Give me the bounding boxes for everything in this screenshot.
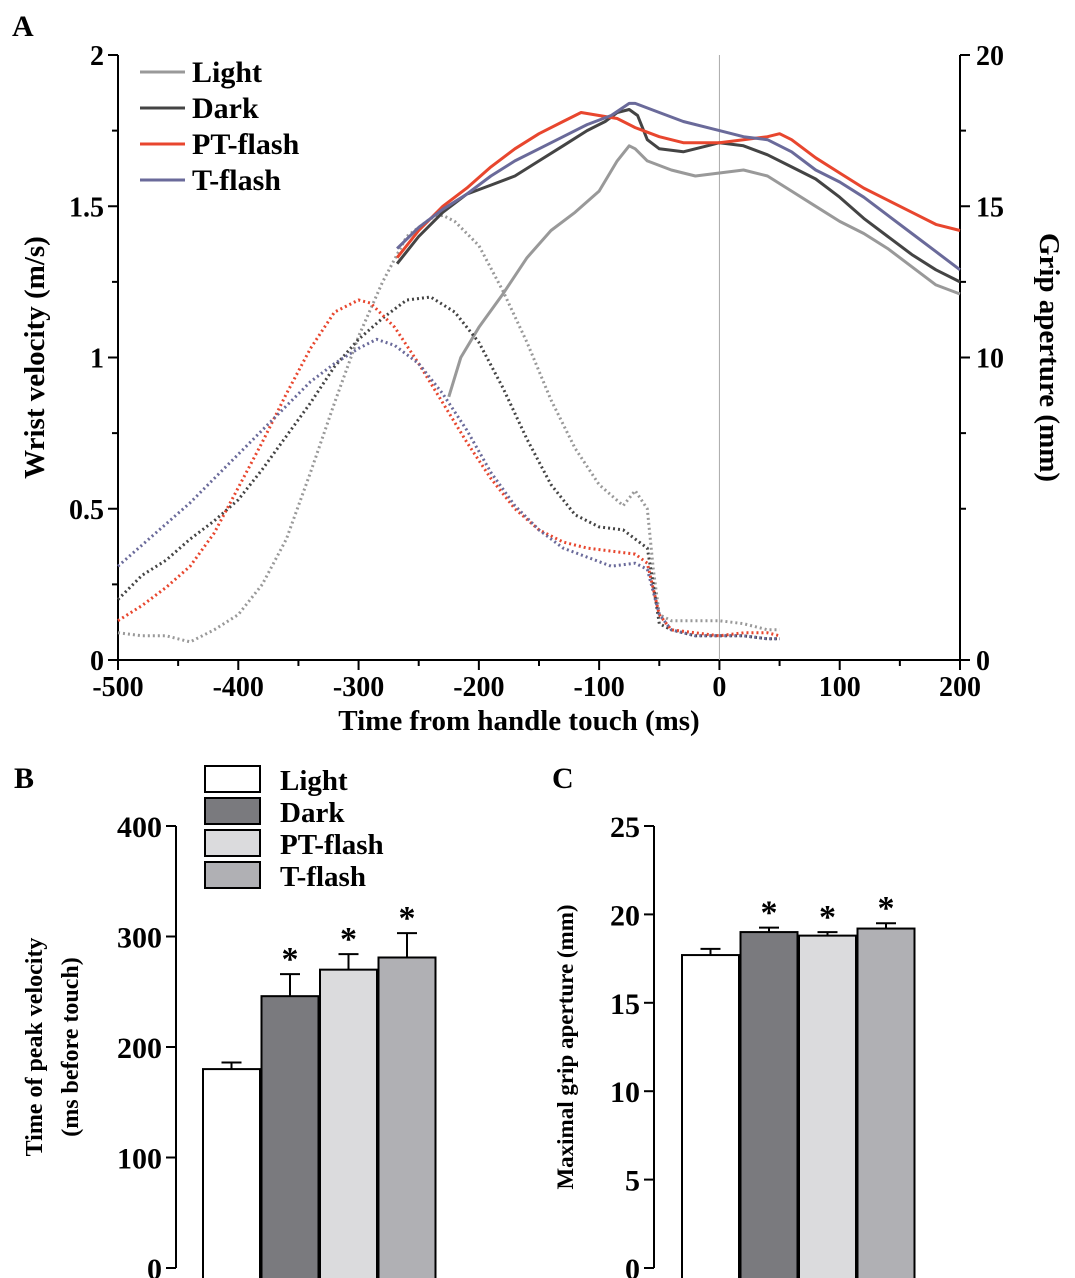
legend-label: Light <box>192 56 262 89</box>
y-tick-label: 5 <box>625 1165 640 1198</box>
right-y-axis-label: Grip aperture (mm) <box>1033 233 1065 482</box>
right-y-tick-label: 10 <box>976 344 1004 375</box>
bar-light <box>202 1068 261 1278</box>
y-axis-label-line2: (ms before touch) <box>58 957 84 1137</box>
y-tick-label: 25 <box>610 811 640 844</box>
y-axis-label: Maximal grip aperture (mm) <box>553 904 578 1189</box>
significance-star: * <box>340 921 357 958</box>
legend-label: PT-flash <box>280 829 384 861</box>
legend-swatch <box>204 765 261 793</box>
bar-t-flash <box>377 956 437 1278</box>
aperture-line-t-flash <box>396 101 961 271</box>
velocity-line-t-flash <box>117 337 780 641</box>
right-y-tick-label: 20 <box>976 41 1004 72</box>
right-y-tick-label: 0 <box>976 646 990 677</box>
velocity-line-pt-flash <box>117 298 780 638</box>
x-tick-label: -500 <box>92 672 143 703</box>
legend-swatch <box>204 797 261 825</box>
y-tick-label: 200 <box>117 1032 162 1065</box>
bar-light <box>681 954 740 1278</box>
x-tick-label: -300 <box>333 672 384 703</box>
aperture-line-light <box>447 144 961 398</box>
left-y-tick-label: 1.5 <box>69 192 104 223</box>
legend-label: T-flash <box>280 861 366 893</box>
y-tick-label: 20 <box>610 899 640 932</box>
bar-pt-flash <box>319 968 378 1278</box>
y-tick-label: 100 <box>117 1143 162 1176</box>
legend-swatch <box>204 829 261 857</box>
aperture-line-pt-flash <box>395 111 961 259</box>
x-axis-label: Time from handle touch (ms) <box>338 705 699 737</box>
x-tick-label: -200 <box>453 672 504 703</box>
legend-swatch <box>204 861 261 889</box>
panel-c-chart: 0 5 10 15 20 25 * * * Maximal grip aperture (mm) <box>553 811 916 1278</box>
significance-star: * <box>819 899 836 936</box>
x-tick-label: -100 <box>573 672 624 703</box>
panel-b-chart: 0 100 200 300 400 * * * Time of peak velocity (ms… <box>22 765 437 1278</box>
x-tick-label: 200 <box>939 672 981 703</box>
x-tick-label: 0 <box>712 672 726 703</box>
y-tick-label: 0 <box>625 1253 640 1278</box>
aperture-line-dark <box>395 108 961 284</box>
y-axis-label-line1: Time of peak velocity <box>22 938 48 1157</box>
panel-b-label: B <box>14 762 34 795</box>
left-y-tick-label: 1 <box>90 344 104 375</box>
legend-label: PT-flash <box>192 128 300 161</box>
velocity-line-dark <box>116 295 780 641</box>
y-tick-label: 15 <box>610 988 640 1021</box>
left-y-tick-label: 0 <box>90 646 104 677</box>
significance-star: * <box>399 900 416 937</box>
y-tick-label: 400 <box>117 811 162 844</box>
legend-label: Dark <box>192 92 259 125</box>
panel-a-label: A <box>12 10 34 43</box>
right-y-tick-label: 15 <box>976 192 1004 223</box>
velocity-line-light <box>117 213 780 644</box>
y-tick-label: 10 <box>610 1076 640 1109</box>
legend-label: Light <box>280 765 348 797</box>
y-tick-label: 300 <box>117 922 162 955</box>
x-tick-label: 100 <box>819 672 861 703</box>
left-y-tick-label: 0.5 <box>69 495 104 526</box>
significance-star: * <box>761 895 778 932</box>
bar-dark <box>260 995 320 1278</box>
legend-label: Dark <box>280 797 345 829</box>
legend-label: T-flash <box>192 164 281 197</box>
left-y-axis-label: Wrist velocity (m/s) <box>19 236 51 479</box>
panel-c-label: C <box>552 762 574 795</box>
bar-pt-flash <box>798 934 857 1278</box>
x-tick-label: -400 <box>213 672 264 703</box>
bar-dark <box>739 931 799 1278</box>
left-y-tick-label: 2 <box>90 41 104 72</box>
significance-star: * <box>282 941 299 978</box>
significance-star: * <box>878 890 895 927</box>
y-tick-label: 0 <box>147 1253 162 1278</box>
bar-t-flash <box>856 927 916 1278</box>
